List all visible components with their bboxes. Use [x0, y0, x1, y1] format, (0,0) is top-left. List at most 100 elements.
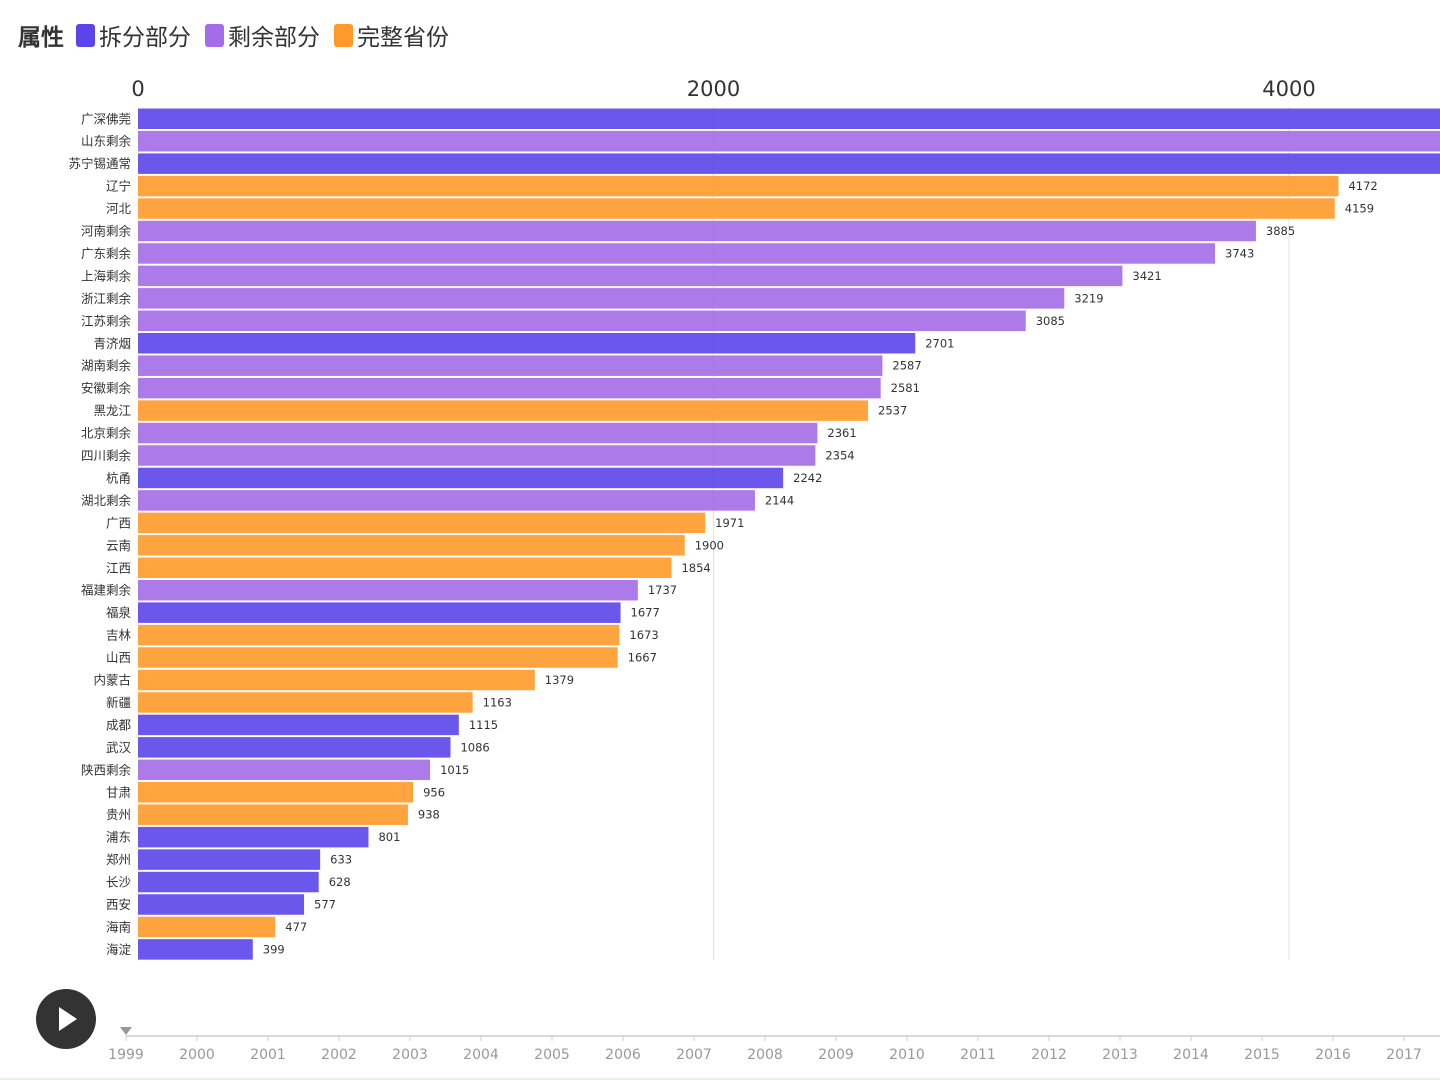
- category-label-湖南剩余: 湖南剩余: [81, 358, 132, 373]
- timeline-year-2010[interactable]: 2010: [889, 1047, 925, 1063]
- bar-云南[interactable]: [138, 535, 685, 556]
- timeline-year-2013[interactable]: 2013: [1102, 1047, 1138, 1063]
- bar-湖北剩余[interactable]: [138, 490, 755, 511]
- value-label-福建剩余: 1737: [648, 583, 677, 597]
- bar-成都[interactable]: [138, 714, 459, 736]
- value-label-安徽剩余: 2581: [891, 381, 920, 395]
- bar-陕西剩余[interactable]: [138, 759, 431, 781]
- timeline-year-2014[interactable]: 2014: [1173, 1047, 1209, 1063]
- bar-吉林[interactable]: [138, 624, 620, 646]
- timeline-year-2012[interactable]: 2012: [1031, 1047, 1067, 1063]
- legend-swatch-full-province: [334, 23, 353, 47]
- timeline-year-2017[interactable]: 2017: [1386, 1047, 1422, 1063]
- x-tick-label-2000: 2000: [687, 77, 740, 101]
- timeline-year-2007[interactable]: 2007: [676, 1047, 712, 1063]
- value-label-长沙: 628: [329, 875, 351, 889]
- category-label-安徽剩余: 安徽剩余: [81, 381, 132, 396]
- timeline-year-2011[interactable]: 2011: [960, 1047, 996, 1063]
- bar-广东剩余[interactable]: [138, 243, 1216, 264]
- timeline-year-2001[interactable]: 2001: [250, 1047, 286, 1063]
- legend-item-remaining[interactable]: 剩余部分: [205, 18, 320, 52]
- category-label-内蒙古: 内蒙古: [93, 673, 131, 688]
- timeline-year-2002[interactable]: 2002: [321, 1047, 357, 1063]
- bar-浙江剩余[interactable]: [138, 288, 1065, 309]
- timeline-year-2009[interactable]: 2009: [818, 1047, 854, 1063]
- play-button[interactable]: [36, 989, 96, 1049]
- category-label-浦东: 浦东: [106, 830, 131, 845]
- value-label-陕西剩余: 1015: [440, 763, 469, 777]
- bar-黑龙江[interactable]: [138, 400, 869, 421]
- category-label-河北: 河北: [106, 201, 132, 216]
- legend-item-split[interactable]: 拆分部分: [76, 18, 191, 52]
- value-label-广西: 1971: [715, 516, 744, 530]
- category-label-湖北剩余: 湖北剩余: [81, 493, 132, 508]
- value-label-四川剩余: 2354: [825, 449, 854, 463]
- bar-新疆[interactable]: [138, 692, 473, 713]
- bar-海南[interactable]: [138, 916, 276, 938]
- bar-四川剩余[interactable]: [138, 445, 816, 466]
- category-label-江西: 江西: [106, 560, 131, 575]
- timeline-year-2005[interactable]: 2005: [534, 1047, 570, 1063]
- timeline-year-2008[interactable]: 2008: [747, 1047, 783, 1063]
- legend-swatch-split: [76, 23, 95, 47]
- value-label-海南: 477: [285, 920, 307, 934]
- category-label-上海剩余: 上海剩余: [81, 268, 132, 283]
- legend-swatch-remaining: [205, 23, 224, 47]
- bar-北京剩余[interactable]: [138, 422, 818, 444]
- timeline-year-1999[interactable]: 1999: [108, 1047, 144, 1063]
- category-label-山东剩余: 山东剩余: [81, 134, 132, 149]
- timeline-year-2004[interactable]: 2004: [463, 1047, 499, 1063]
- timeline-current-marker[interactable]: [120, 1027, 132, 1035]
- value-label-河南剩余: 3885: [1266, 224, 1295, 238]
- category-label-青济烟: 青济烟: [93, 336, 131, 351]
- timeline-year-2000[interactable]: 2000: [179, 1047, 215, 1063]
- value-label-江苏剩余: 3085: [1036, 314, 1065, 328]
- bar-海淀[interactable]: [138, 939, 253, 960]
- bar-上海剩余[interactable]: [138, 265, 1123, 287]
- bar-郑州[interactable]: [138, 849, 321, 870]
- category-label-山西: 山西: [106, 650, 131, 665]
- value-label-内蒙古: 1379: [545, 673, 574, 687]
- bar-青济烟[interactable]: [138, 333, 916, 354]
- bar-甘肃[interactable]: [138, 782, 414, 803]
- value-label-福泉: 1677: [631, 606, 660, 620]
- category-label-福建剩余: 福建剩余: [81, 583, 132, 598]
- value-label-武汉: 1086: [460, 740, 489, 754]
- bar-安徽剩余[interactable]: [138, 377, 881, 399]
- bar-广深佛莞[interactable]: [138, 108, 1440, 130]
- value-label-海淀: 399: [263, 942, 285, 956]
- value-label-上海剩余: 3421: [1132, 269, 1161, 283]
- value-label-云南: 1900: [695, 538, 724, 552]
- legend-label-split: 拆分部分: [99, 25, 191, 51]
- legend-item-full-province[interactable]: 完整省份: [334, 18, 449, 52]
- bar-浦东[interactable]: [138, 826, 369, 848]
- bar-苏宁锡通常[interactable]: [138, 153, 1440, 174]
- bar-江苏剩余[interactable]: [138, 310, 1026, 332]
- category-label-广深佛莞: 广深佛莞: [81, 111, 131, 126]
- timeline-year-2006[interactable]: 2006: [605, 1047, 641, 1063]
- category-label-海淀: 海淀: [106, 942, 132, 957]
- bar-长沙[interactable]: [138, 871, 319, 893]
- bar-西安[interactable]: [138, 894, 305, 915]
- bar-湖南剩余[interactable]: [138, 355, 883, 376]
- bar-贵州[interactable]: [138, 804, 408, 825]
- bar-武汉[interactable]: [138, 737, 451, 758]
- bar-辽宁[interactable]: [138, 175, 1339, 197]
- bar-福建剩余[interactable]: [138, 579, 638, 601]
- bar-内蒙古[interactable]: [138, 669, 535, 691]
- bar-广西[interactable]: [138, 512, 706, 534]
- timeline-year-2015[interactable]: 2015: [1244, 1047, 1280, 1063]
- bottom-border: [0, 1078, 1440, 1080]
- bar-河北[interactable]: [138, 198, 1335, 219]
- bar-福泉[interactable]: [138, 602, 621, 623]
- category-label-江苏剩余: 江苏剩余: [81, 313, 132, 328]
- timeline-year-2016[interactable]: 2016: [1315, 1047, 1351, 1063]
- bar-江西[interactable]: [138, 557, 672, 579]
- value-label-山西: 1667: [628, 651, 657, 665]
- bar-山西[interactable]: [138, 647, 618, 668]
- value-label-河北: 4159: [1345, 202, 1374, 216]
- bar-杭甬[interactable]: [138, 467, 784, 489]
- bar-山东剩余[interactable]: [138, 130, 1440, 152]
- timeline-year-2003[interactable]: 2003: [392, 1047, 428, 1063]
- bar-河南剩余[interactable]: [138, 220, 1256, 242]
